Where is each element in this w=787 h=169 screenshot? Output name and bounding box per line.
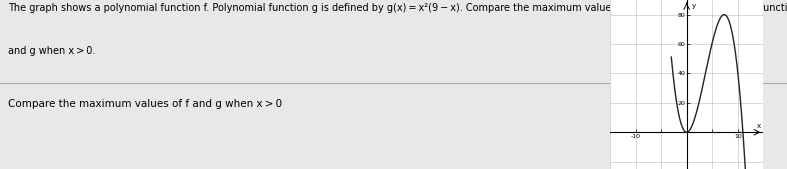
Text: y: y xyxy=(692,3,696,9)
Text: The graph shows a polynomial function f. Polynomial function g is defined by g(x: The graph shows a polynomial function f.… xyxy=(8,3,787,13)
Text: x: x xyxy=(757,123,761,129)
Text: and g when x > 0.: and g when x > 0. xyxy=(8,46,95,56)
Text: Compare the maximum values of f and g when x > 0: Compare the maximum values of f and g wh… xyxy=(8,99,282,109)
